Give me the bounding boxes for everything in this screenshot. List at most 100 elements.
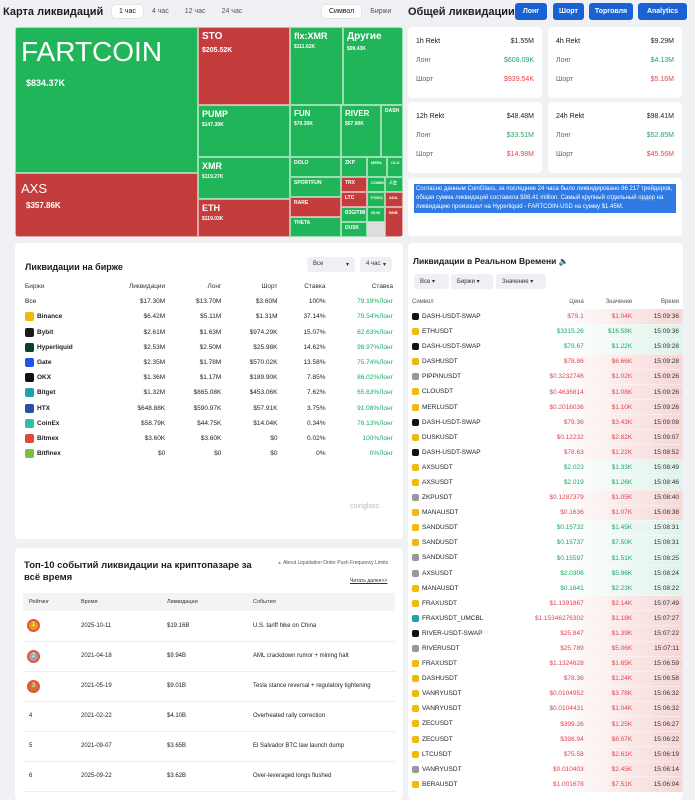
- treemap-tile-rare[interactable]: RARE: [290, 197, 341, 217]
- realtime-row[interactable]: AXSUSDT $2.023 $1.33K 15:08:49: [408, 459, 683, 476]
- rt-time: 15:06:27: [636, 716, 683, 733]
- exchange-row-все[interactable]: Все $17.30M $13.70M $3.60M 100% 79.19%Лонг: [19, 294, 399, 309]
- trade-button[interactable]: Торговля: [589, 3, 633, 20]
- rt-price: $2.019: [508, 475, 588, 491]
- exchange-icon: [412, 765, 419, 773]
- cell-text: $865.08K: [193, 389, 222, 397]
- tab-4h[interactable]: 4 час: [151, 8, 169, 15]
- realtime-row[interactable]: SANDUSDT $0.15737 $7.50K 15:08:31: [408, 535, 683, 552]
- realtime-row[interactable]: SANDUSDT $0.15597 $1.51K 15:08:25: [408, 550, 683, 567]
- read-more-link[interactable]: Читать далее>>: [350, 578, 388, 584]
- exchange-row-okx[interactable]: OKX $1.36M $1.17M $189.90K 7.85% 86.02%Лонг: [19, 370, 399, 385]
- exchange-row-htx[interactable]: HTX $648.88K $590.97K $57.91K 3.75% 91.08%Лон…: [19, 401, 399, 416]
- realtime-row[interactable]: MANAUSDT $0.1641 $2.23K 15:08:22: [408, 580, 683, 597]
- realtime-row[interactable]: MANAUSDT $0.1636 $1.07K 15:08:38: [408, 505, 683, 521]
- rt-value: $8.07K: [587, 731, 637, 748]
- tab-symbol[interactable]: Символ: [322, 5, 362, 18]
- treemap-tile-xmr[interactable]: XMR $119.27K: [198, 157, 290, 199]
- realtime-row[interactable]: ZECUSDT $399.26 $1.25K 15:06:27: [408, 716, 683, 733]
- exchange-row-coinex[interactable]: CoinEx $58.79K $44.75K $14.04K 0.34% 76.13%Ло…: [19, 416, 399, 431]
- realtime-row[interactable]: DASH-USDT-SWAP $79.67 $1.22K 15:09:28: [408, 339, 683, 355]
- exchange-row-hyperliquid[interactable]: Hyperliquid $2.53M $2.50M $25.98K 14.62% 98.9…: [19, 340, 399, 355]
- tab-12h[interactable]: 12 час: [184, 8, 206, 15]
- treemap-tile-fogo[interactable]: FOGO: [367, 192, 385, 207]
- realtime-row[interactable]: LTCUSDT $75.58 $2.61K 15:06:19: [408, 746, 683, 763]
- realtime-row[interactable]: VANRYUSDT $0.0104952 $3.78K 15:06:32: [408, 686, 683, 702]
- realtime-filter-value[interactable]: Значение ▾: [496, 274, 546, 289]
- exchange-row-gate[interactable]: Gate $2.35M $1.78M $570.02K 13.58% 75.74%Лонг: [19, 355, 399, 370]
- treemap-tile-axs[interactable]: AXS $357.86K: [15, 173, 198, 237]
- rt-symbol: DASH-USDT-SWAP: [408, 414, 508, 431]
- exchange-row-bitget[interactable]: Bitget $1.32M $865.08K $453.06K 7.62% 65.63%Л…: [19, 385, 399, 400]
- treemap-tile-ltc[interactable]: LTC: [341, 192, 367, 207]
- treemap-tile-clo[interactable]: CLO: [387, 157, 403, 177]
- top10-liq: $4.10B: [161, 701, 247, 732]
- treemap-tile-zkp[interactable]: ZKP: [341, 157, 367, 177]
- realtime-filter-exchange[interactable]: Биржи ▾: [451, 274, 493, 289]
- treemap-tile-dusk[interactable]: DUSK: [341, 222, 367, 237]
- exchange-filter-select[interactable]: Все ▾: [307, 257, 355, 272]
- realtime-row[interactable]: DASH-USDT-SWAP $79.36 $3.43K 15:09:08: [408, 414, 683, 431]
- treemap-tile-theta[interactable]: THETA: [290, 217, 341, 237]
- treemap-tile-dolo[interactable]: DOLO: [290, 157, 341, 177]
- realtime-row[interactable]: DASHUSDT $78.86 $6.66K 15:09:28: [408, 354, 683, 370]
- treemap-tile-pump[interactable]: PUMP $147.39K: [198, 105, 290, 157]
- treemap-tile-sto[interactable]: STO $205.52K: [198, 27, 290, 105]
- treemap-tile-ada[interactable]: ADA: [385, 192, 403, 207]
- realtime-row[interactable]: AXSUSDT $2.0306 $5.96K 15:08:24: [408, 565, 683, 582]
- short-button[interactable]: Шорт: [553, 3, 584, 20]
- realtime-row[interactable]: ZECUSDT $398.94 $8.07K 15:06:22: [408, 731, 683, 748]
- realtime-filter-all[interactable]: Все ▾: [414, 274, 449, 289]
- rt-value: $1.39K: [587, 625, 637, 642]
- treemap-tile--[interactable]: Другие $99.43K: [343, 27, 403, 105]
- realtime-row[interactable]: FRAXUSDT_UMCBL $1.15346276302 $1.18K 15:07:…: [408, 610, 683, 627]
- realtime-row[interactable]: BERAUSDT $1.001678 $7.51K 15:06:04: [408, 776, 683, 793]
- treemap-tile-dash[interactable]: DASH: [381, 105, 403, 157]
- realtime-row[interactable]: MERLUSDT $0.2016036 $1.10K 15:09:26: [408, 399, 683, 416]
- realtime-row[interactable]: ETHUSDT $3315.26 $16.58K 15:09:36: [408, 324, 683, 340]
- treemap-tile-fun[interactable]: FUN $70.30K: [290, 105, 341, 157]
- exchange-row-binance[interactable]: Binance $6.42M $5.11M $1.31M 37.14% 79.54%Лон…: [19, 309, 399, 324]
- exchange-period-select[interactable]: 4 час ▾: [360, 257, 392, 272]
- exchange-row-bitmex[interactable]: Bitmex $3.60K $3.60K $0 0.02% 100%Лонг: [19, 431, 399, 446]
- exchange-row-bitfinex[interactable]: Bitfinex $0 $0 $0 0% 0%Лонг: [19, 446, 399, 461]
- treemap-tile-bnb[interactable]: BNB: [385, 207, 403, 237]
- analytics-button[interactable]: Analytics: [638, 3, 687, 20]
- treemap-tile-eth[interactable]: ETH $119.03K: [198, 199, 290, 237]
- realtime-row[interactable]: RIVER-USDT-SWAP $25.847 $1.39K 15:07:22: [408, 625, 683, 642]
- exchange-row-bybit[interactable]: Bybit $2.61M $1.63M $974.29K 15.07% 62.63%Лон…: [19, 325, 399, 340]
- about-link[interactable]: ▲ About Liquidation Order Push Frequency…: [277, 560, 397, 567]
- long-button[interactable]: Лонг: [515, 3, 547, 20]
- tab-exchanges[interactable]: Биржи: [370, 8, 392, 15]
- treemap-tile-glm[interactable]: GLM: [367, 207, 385, 222]
- realtime-row[interactable]: RIVERUSDT $25.789 $5.06K 15:07:11: [408, 641, 683, 657]
- realtime-row[interactable]: SANDUSDT $0.15732 $1.45K 15:08:31: [408, 520, 683, 536]
- treemap-tile-comm[interactable]: COMM: [367, 177, 385, 192]
- exchange-long: $13.70M: [171, 294, 227, 309]
- treemap-tile-trx[interactable]: TRX: [341, 177, 367, 192]
- realtime-row[interactable]: ZKPUSDT $0.1287379 $1.05K 15:08:40: [408, 490, 683, 506]
- sound-icon[interactable]: 🔈: [558, 257, 569, 266]
- realtime-row[interactable]: DASHUSDT $78.36 $1.24K 15:06:58: [408, 671, 683, 687]
- treemap-tile--[interactable]: 人生: [385, 177, 403, 192]
- realtime-row[interactable]: VANRYUSDT $0.010403 $2.45K 15:06:14: [408, 761, 683, 778]
- realtime-row[interactable]: DUSKUSDT $0.12232 $2.82K 15:09:07: [408, 429, 683, 446]
- treemap-tile-b3gitmi[interactable]: B3GITMI: [341, 207, 367, 222]
- cell-text: 79.54%Лонг: [357, 313, 393, 321]
- realtime-row[interactable]: DASH-USDT-SWAP $78.63 $1.22K 15:08:52: [408, 444, 683, 461]
- realtime-row[interactable]: PIPPINUSDT $0.3232746 $1.02K 15:09:26: [408, 369, 683, 385]
- treemap-tile-fartcoin[interactable]: FARTCOIN $834.37K: [15, 27, 198, 173]
- treemap-tile-sportfun[interactable]: SPORTFUN: [290, 177, 341, 197]
- realtime-row[interactable]: CLOUSDT $0.4636814 $1.08K 15:09:26: [408, 384, 683, 401]
- rt-value: $1.04K: [587, 701, 637, 718]
- realtime-row[interactable]: FRAXUSDT $1.1391867 $2.14K 15:07:49: [408, 595, 683, 612]
- treemap-tile-river[interactable]: RIVER $57.90K: [341, 105, 381, 157]
- realtime-row[interactable]: VANRYUSDT $0.0104431 $1.04K 15:06:32: [408, 701, 683, 718]
- realtime-row[interactable]: FRAXUSDT $1.1324628 $1.65K 15:06:59: [408, 656, 683, 672]
- treemap-tile-merl[interactable]: MERL: [367, 157, 387, 177]
- tab-24h[interactable]: 24 час: [221, 8, 243, 15]
- tab-1h[interactable]: 1 час: [112, 5, 143, 18]
- treemap-tile-flx-xmr[interactable]: flx:XMR $111.62K: [290, 27, 343, 105]
- realtime-row[interactable]: DASH-USDT-SWAP $79.1 $1.04K 15:09:36: [408, 309, 683, 325]
- realtime-row[interactable]: AXSUSDT $2.019 $1.26K 15:08:46: [408, 475, 683, 491]
